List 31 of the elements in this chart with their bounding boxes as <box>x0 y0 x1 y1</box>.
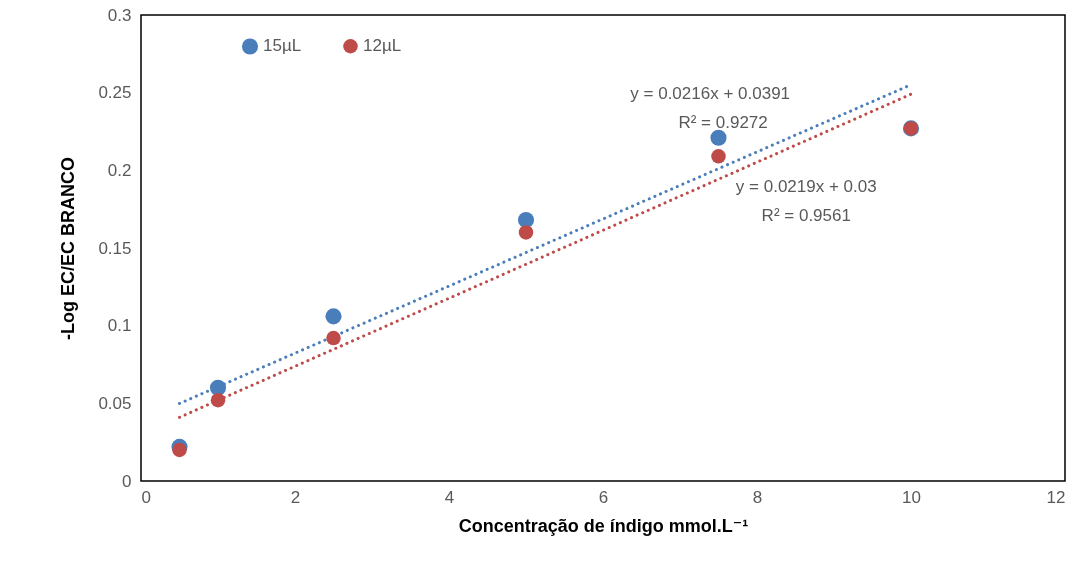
point <box>209 379 227 396</box>
x-tick-label: 4 <box>444 487 455 507</box>
y-tick-label: 0.2 <box>107 160 132 180</box>
point <box>517 211 535 229</box>
y-axis-title: -Log EC/EC BRANCO <box>58 157 79 340</box>
y-tick-label: 0.05 <box>98 393 132 413</box>
point <box>210 392 226 408</box>
annotation: R² = 0.9272 <box>678 113 768 133</box>
point <box>710 129 727 146</box>
annotation: y = 0.0216x + 0.0391 <box>630 84 791 104</box>
point <box>518 225 534 240</box>
x-tick-label: 6 <box>598 487 609 507</box>
legend-label: 15µL <box>263 36 302 56</box>
point <box>325 308 342 325</box>
x-tick-label: 2 <box>290 487 301 507</box>
x-tick-label: 12 <box>1046 487 1066 507</box>
x-tick-label: 0 <box>141 487 151 507</box>
point <box>711 149 726 164</box>
annotation: R² = 0.9561 <box>761 206 851 226</box>
y-tick-label: 0 <box>122 471 132 491</box>
x-axis-title: Concentração de índigo mmol.L⁻¹ <box>458 515 749 536</box>
point <box>172 442 187 458</box>
y-tick-label: 0.1 <box>107 316 132 336</box>
x-tick-label: 10 <box>902 487 921 507</box>
y-tick-label: 0.3 <box>107 5 132 25</box>
point <box>326 330 341 346</box>
legend-label: 12µL <box>363 36 402 56</box>
y-tick-label: 0.25 <box>98 83 132 103</box>
y-tick-label: 0.15 <box>98 238 132 258</box>
annotation: y = 0.0219x + 0.03 <box>735 177 877 197</box>
x-tick-label: 8 <box>752 487 763 507</box>
